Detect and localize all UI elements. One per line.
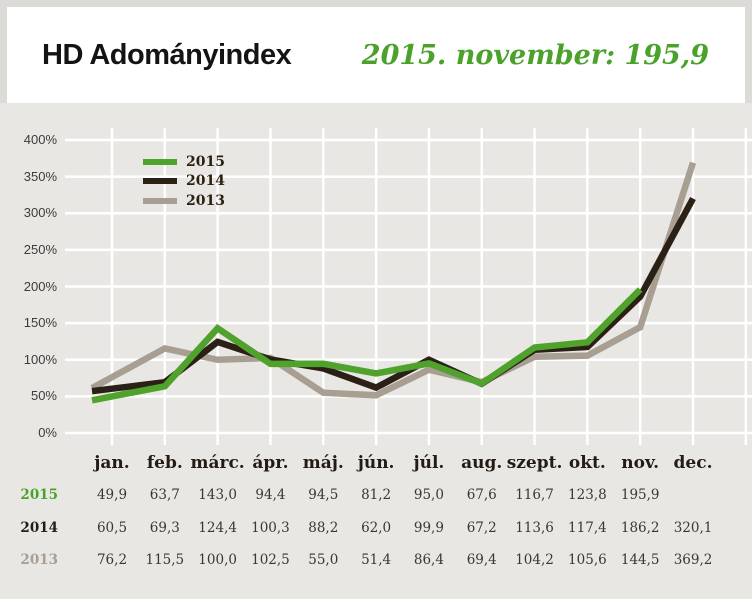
y-tick-label: 50% (30, 388, 57, 404)
legend-label: 2013 (186, 192, 225, 209)
table-cell: 63,7 (149, 487, 180, 503)
month-label: jún. (357, 453, 395, 473)
legend-item-2014: 2014 (143, 172, 225, 192)
legend-swatch-2013 (143, 197, 177, 204)
legend-swatch-2015 (143, 158, 177, 165)
table-row-label-2013: 2013 (20, 552, 58, 568)
table-cell: 186,2 (620, 520, 660, 536)
table-cell: 99,9 (413, 520, 444, 536)
legend-item-2013: 2013 (143, 191, 225, 211)
y-tick-label: 100% (23, 351, 57, 367)
table-cell: 95,0 (413, 487, 444, 503)
month-label: jan. (94, 453, 130, 473)
month-label: feb. (146, 453, 183, 473)
table-cell: 100,3 (251, 520, 290, 536)
table-cell: 67,6 (466, 487, 497, 503)
table-cell: 144,5 (620, 552, 660, 568)
table-cell: 104,2 (515, 552, 554, 568)
table-cell: 86,4 (413, 552, 444, 568)
table-cell: 116,7 (515, 487, 554, 503)
table-cell: 100,0 (198, 552, 237, 568)
table-cell: 113,6 (515, 520, 554, 536)
table-cell: 49,9 (96, 487, 128, 503)
month-label: aug. (461, 453, 503, 473)
header-card: HD Adományindex 2015. november: 195,9 (7, 7, 745, 103)
table-cell: 67,2 (466, 520, 497, 536)
table-cell: 143,0 (198, 487, 237, 503)
month-label: dec. (673, 453, 713, 473)
table-cell: 60,5 (96, 520, 128, 536)
header-subtitle: 2015. november: 195,9 (361, 39, 709, 71)
table-cell: 320,1 (673, 520, 713, 536)
y-tick-label: 250% (23, 241, 57, 257)
table-row-label-2015: 2015 (20, 487, 58, 503)
table-row-label-2014: 2014 (20, 520, 58, 536)
table-cell: 81,2 (361, 487, 392, 503)
line-chart (65, 128, 752, 445)
month-label: márc. (190, 453, 245, 473)
y-tick-label: 350% (23, 168, 57, 184)
legend-swatch-2014 (143, 178, 177, 185)
table-cell: 62,0 (361, 520, 392, 536)
series-line-2013 (90, 161, 697, 399)
month-label: nov. (621, 453, 660, 473)
y-tick-label: 400% (23, 132, 57, 147)
legend-label: 2014 (186, 173, 225, 190)
table-cell: 76,2 (96, 552, 128, 568)
month-label: okt. (568, 453, 606, 473)
table-cell: 69,3 (149, 520, 180, 536)
table-cell: 117,4 (568, 520, 607, 536)
table-cell: 195,9 (620, 487, 660, 503)
month-label: ápr. (252, 453, 289, 473)
page-title: HD Adományindex (42, 38, 292, 71)
table-cell: 88,2 (308, 520, 339, 536)
table-cell: 51,4 (361, 552, 392, 568)
table-cell: 105,6 (568, 552, 607, 568)
series-line-2014 (91, 196, 696, 395)
table-cell: 124,4 (198, 520, 237, 536)
y-tick-label: 150% (23, 315, 57, 331)
table-cell: 115,5 (145, 552, 185, 568)
chart-section: 0% 50% 100% 150% 200% 250% 300% 350% 400% 2015 20… (0, 103, 752, 599)
table-cell: 369,2 (673, 552, 713, 568)
table-cell: 102,5 (251, 552, 290, 568)
table-cell: 94,5 (308, 487, 339, 503)
y-tick-label: 200% (23, 278, 57, 294)
month-label: máj. (302, 453, 344, 473)
y-tick-label: 300% (23, 205, 57, 221)
month-label: júl. (413, 453, 445, 473)
month-label: szept. (506, 453, 563, 473)
legend-item-2015: 2015 (143, 152, 225, 172)
legend-label: 2015 (186, 153, 225, 170)
table-cell: 94,4 (255, 487, 286, 503)
table-cell: 55,0 (308, 552, 339, 568)
table-cell: 123,8 (568, 487, 607, 503)
chart-legend: 2015 2014 2013 (143, 152, 225, 211)
table-cell: 69,4 (466, 552, 497, 568)
series-line-2015 (91, 287, 643, 404)
y-tick-label: 0% (38, 425, 57, 440)
